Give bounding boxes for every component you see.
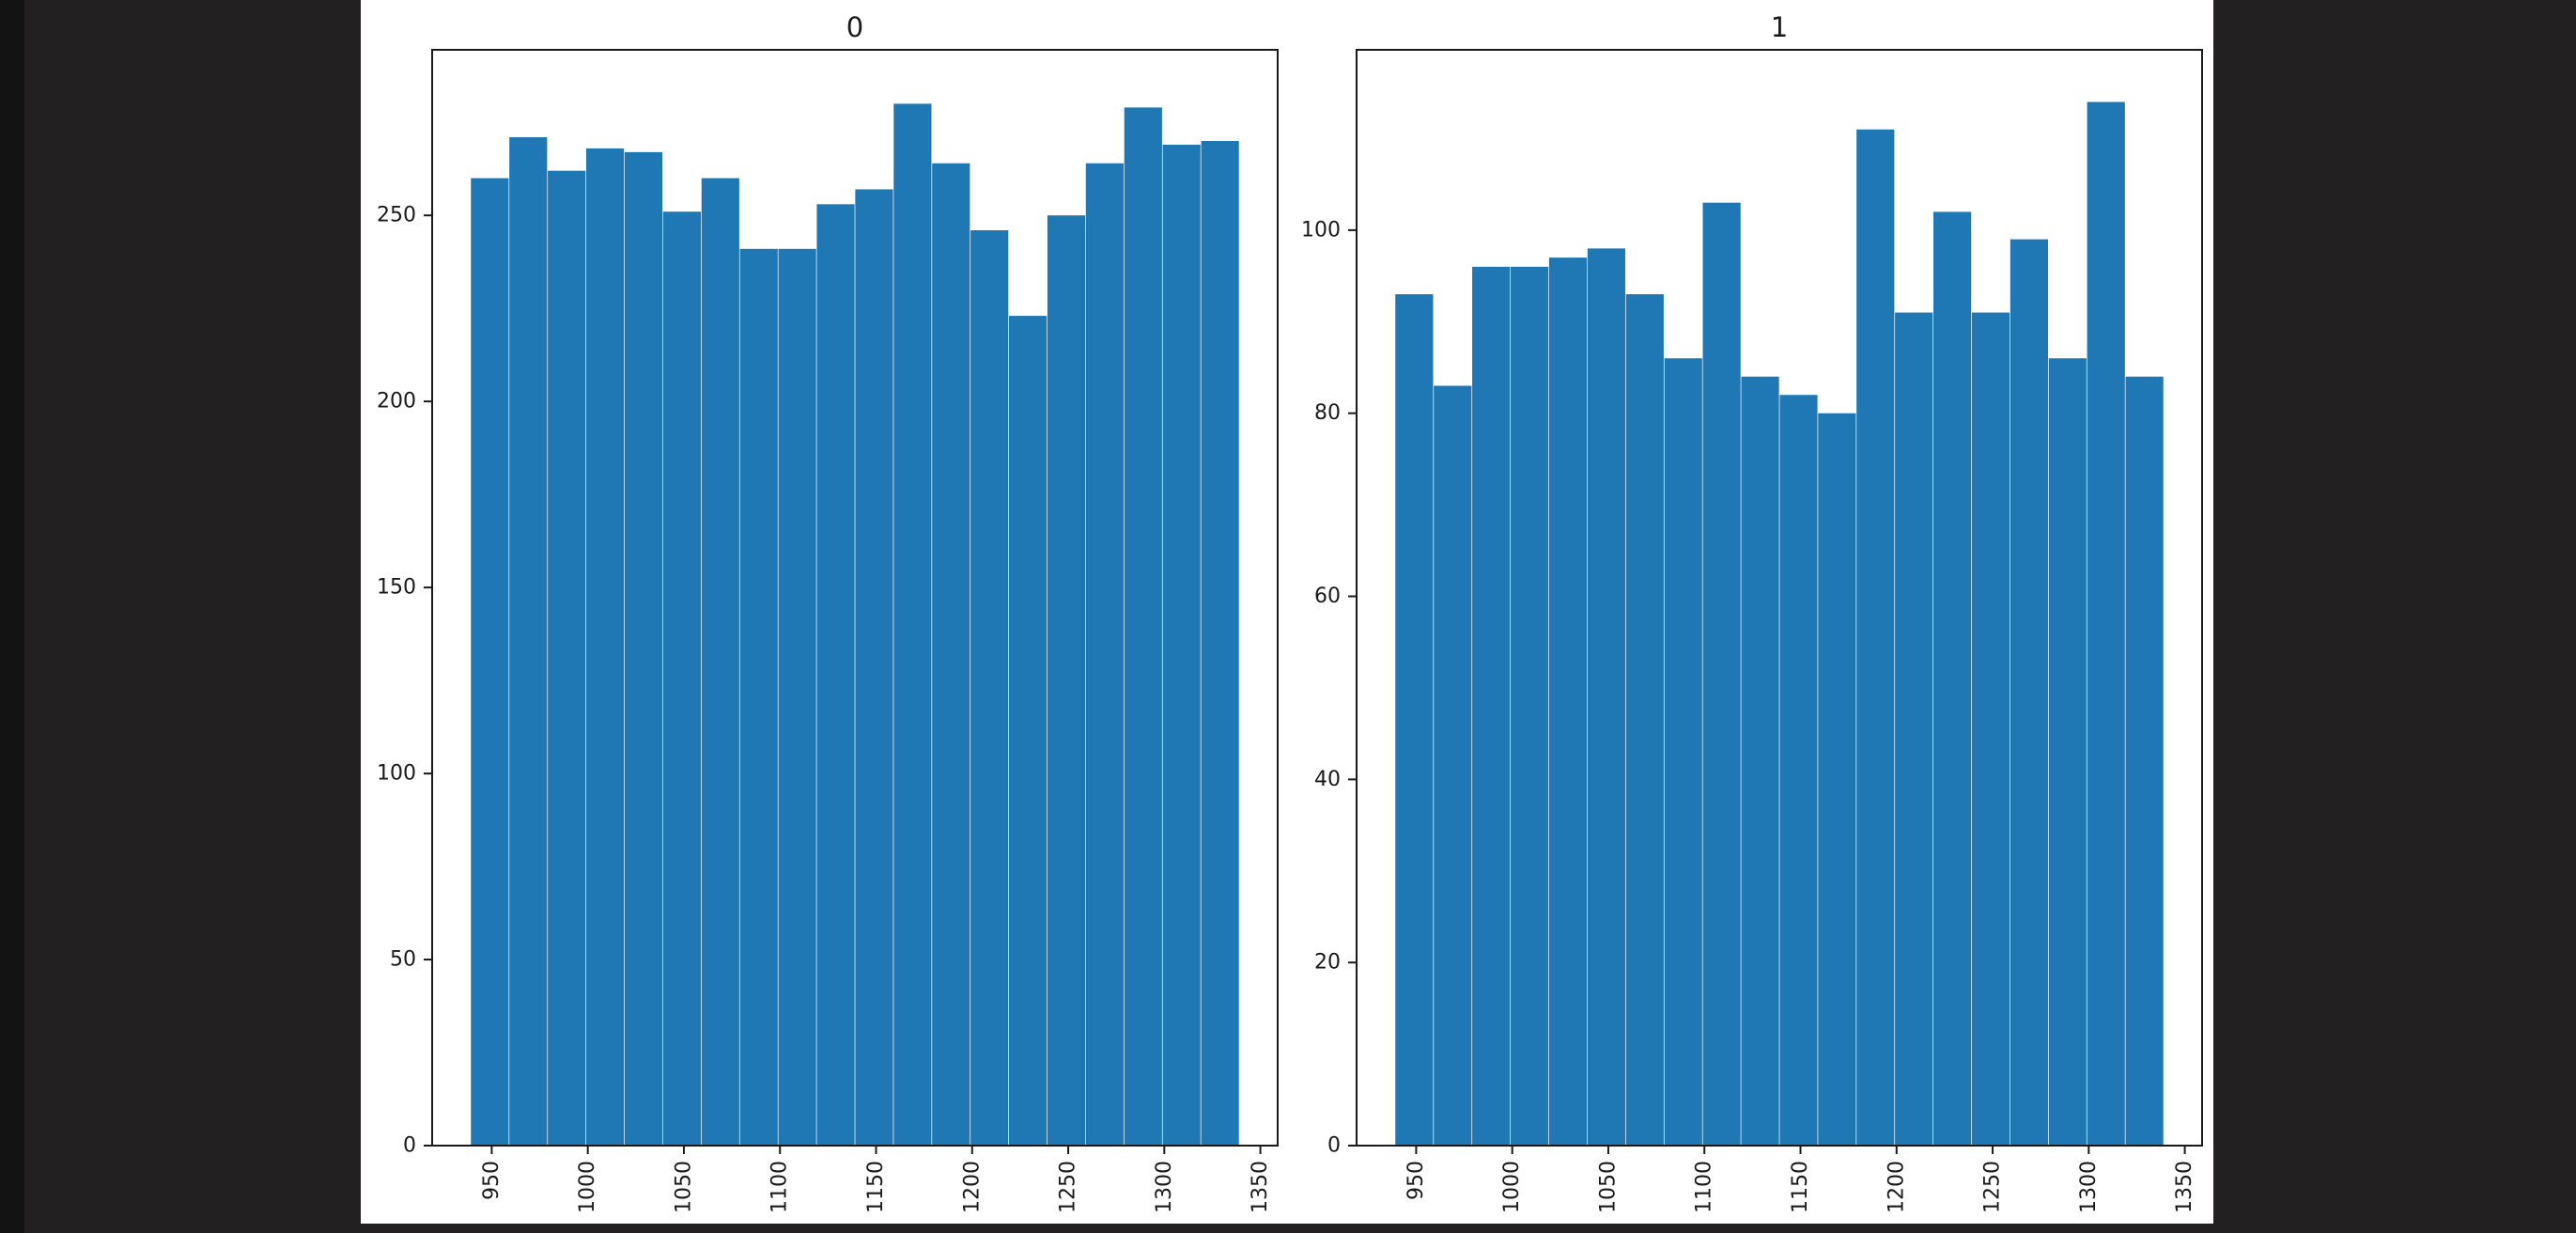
y-tick-label: 80	[1314, 401, 1341, 425]
x-tick-label: 1350	[2173, 1161, 2196, 1213]
histogram-bar	[778, 248, 816, 1146]
histogram-bar	[1201, 141, 1239, 1146]
histogram-bar	[1779, 395, 1818, 1146]
histogram-bar	[471, 178, 509, 1147]
x-tick-label: 1200	[960, 1161, 984, 1213]
x-tick-label: 1150	[864, 1161, 888, 1213]
histogram-bar	[1510, 266, 1549, 1146]
histogram-bar	[1971, 312, 2010, 1146]
histogram-bar	[1472, 266, 1511, 1146]
histogram-bar	[1047, 215, 1086, 1146]
histogram-bar	[1085, 163, 1125, 1146]
plot-title-0: 0	[846, 11, 863, 43]
y-tick-label: 0	[1327, 1134, 1341, 1158]
x-tick-label: 1350	[1249, 1161, 1272, 1213]
histogram-bar	[1395, 294, 1434, 1147]
y-tick-label: 0	[403, 1134, 416, 1158]
histogram-bar	[893, 103, 932, 1146]
histogram-bar	[1434, 385, 1472, 1146]
histogram-bar	[1818, 413, 1856, 1147]
histogram-bar	[816, 204, 855, 1146]
histogram-bar	[509, 137, 548, 1146]
histogram-bar	[1548, 258, 1588, 1146]
plot-title-1: 1	[1771, 11, 1788, 43]
x-tick-label: 950	[1404, 1161, 1428, 1200]
y-tick-label: 150	[377, 576, 416, 600]
screen-edge-shadow	[0, 0, 24, 1233]
x-tick-label: 1100	[768, 1161, 792, 1213]
y-tick-label: 20	[1314, 951, 1341, 975]
histogram-bar	[1702, 202, 1741, 1146]
histogram-bar	[1664, 358, 1702, 1146]
histogram-bar	[1587, 248, 1626, 1146]
x-tick-label: 1100	[1693, 1161, 1716, 1213]
histogram-bar	[548, 170, 586, 1147]
y-tick-label: 200	[377, 390, 416, 414]
histogram-bar	[2125, 376, 2164, 1146]
histogram-bar	[1895, 312, 1933, 1146]
x-tick-label: 1300	[2077, 1161, 2101, 1213]
histogram-bar	[1741, 376, 1779, 1146]
histogram-plot-0: 0 50 100 150 200 250 950 1000 1050 1100 1150 1200 12…	[377, 49, 1279, 1213]
histogram-bar	[1625, 294, 1664, 1147]
histogram-bar	[1856, 129, 1895, 1146]
histogram-bar	[739, 248, 778, 1146]
histogram-bar	[855, 189, 893, 1147]
histogram-bar	[970, 230, 1009, 1146]
x-tick-label: 1250	[1057, 1161, 1080, 1213]
histogram-bar	[624, 151, 663, 1146]
x-tick-label: 1000	[1500, 1161, 1524, 1213]
histogram-bar	[2087, 101, 2125, 1146]
y-tick-label: 250	[377, 204, 416, 227]
x-tick-label: 1200	[1885, 1161, 1908, 1213]
histogram-bar	[1162, 144, 1201, 1147]
histogram-bar	[662, 211, 702, 1147]
histogram-bar	[932, 163, 970, 1146]
y-tick-label: 50	[390, 948, 416, 972]
axes-frame	[431, 49, 1279, 1147]
x-tick-label: 1300	[1153, 1161, 1176, 1213]
histogram-bar	[701, 178, 739, 1147]
y-tick-label: 40	[1314, 768, 1341, 791]
y-tick-label: 100	[1301, 218, 1341, 242]
x-tick-label: 1150	[1789, 1161, 1812, 1213]
axes-frame	[1356, 49, 2203, 1147]
histogram-plot-1: 0 20 40 60 80 100 950 1000 1050 1100 1150 1200 1250 1…	[1301, 49, 2203, 1213]
histogram-bar	[1008, 316, 1047, 1147]
x-tick-label: 1250	[1981, 1161, 2005, 1213]
histogram-bar	[585, 148, 625, 1146]
x-tick-label: 1050	[1596, 1161, 1620, 1213]
histogram-bar	[1124, 107, 1162, 1147]
x-tick-label: 950	[480, 1161, 504, 1200]
y-tick-label: 60	[1314, 585, 1341, 608]
histogram-bar	[1932, 211, 1972, 1147]
histogram-bar	[2048, 358, 2087, 1146]
x-tick-label: 1000	[576, 1161, 599, 1213]
histogram-bar	[2010, 239, 2049, 1146]
y-tick-label: 100	[377, 762, 416, 786]
x-tick-label: 1050	[672, 1161, 695, 1213]
matplotlib-figure: 0 50 100 150 200 250 950 1000 1050 1100 1150 1200 12…	[361, 0, 2213, 1224]
